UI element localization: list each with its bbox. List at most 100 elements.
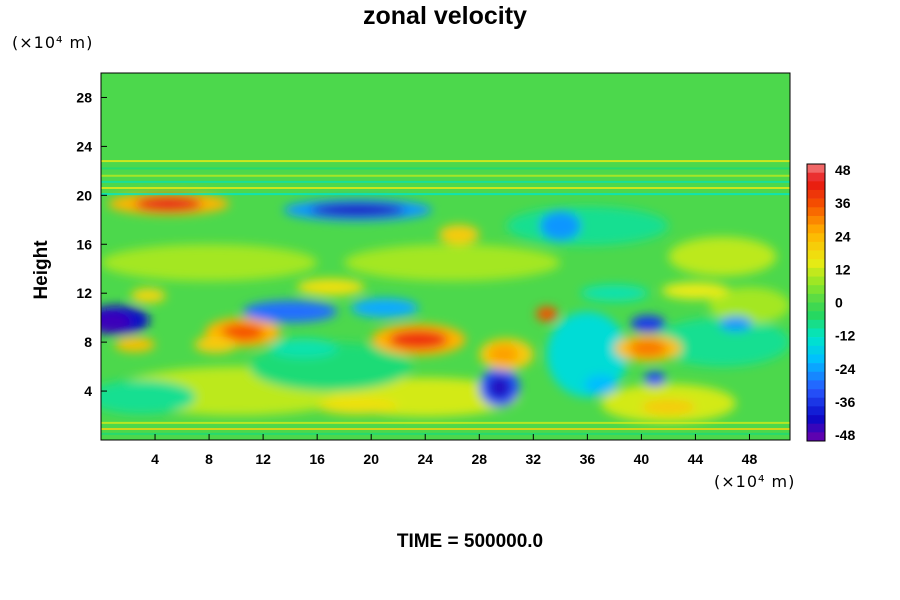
field-region (487, 375, 512, 400)
colorbar-segment (807, 224, 825, 234)
field-region (388, 329, 449, 350)
field-region (194, 336, 238, 354)
field-region (630, 315, 666, 333)
x-tick-label: 28 (471, 451, 487, 467)
x-tick-label: 24 (417, 451, 433, 467)
layer-band (101, 167, 790, 170)
field-region (101, 312, 131, 333)
colorbar-segment (807, 371, 825, 381)
layer-band (101, 180, 790, 183)
colorbar-tick-label: 36 (835, 195, 851, 211)
colorbar-segment (807, 363, 825, 373)
layer-band (101, 160, 790, 163)
colorbar-segment (807, 311, 825, 321)
colorbar-segment (807, 432, 825, 442)
velocity-field (101, 73, 790, 440)
field-region (654, 317, 790, 367)
y-tick-label: 4 (84, 383, 92, 399)
colorbar-segment (807, 389, 825, 399)
colorbar-tick-label: -24 (835, 361, 855, 377)
y-axis-unit: (×10⁴ m) (12, 33, 94, 52)
field-region (296, 278, 365, 296)
layer-band (101, 193, 790, 196)
x-tick-label: 8 (205, 451, 213, 467)
field-region (661, 282, 730, 300)
plot-frame (100, 72, 791, 441)
field-region (584, 375, 618, 395)
colorbar-segment (807, 337, 825, 347)
y-tick-label: 28 (76, 89, 92, 105)
colorbar-segment (807, 293, 825, 303)
chart-title: zonal velocity (363, 2, 527, 30)
colorbar-tick-label: -48 (835, 427, 855, 443)
field-region (536, 306, 558, 322)
field-region (242, 300, 338, 323)
field-region (134, 196, 203, 212)
colorbar-segment (807, 181, 825, 191)
colorbar-segment (807, 354, 825, 364)
x-axis-unit: (×10⁴ m) (714, 472, 796, 491)
field-region (641, 399, 696, 415)
colorbar-tick-label: 0 (835, 295, 843, 311)
field-region (114, 337, 156, 352)
colorbar-segment (807, 285, 825, 295)
field-region (317, 397, 399, 415)
colorbar-tick-label: -36 (835, 394, 855, 410)
colorbar-segment (807, 267, 825, 277)
colorbar-segment (807, 397, 825, 407)
colorbar-segment (807, 233, 825, 243)
colorbar (806, 163, 826, 442)
colorbar-segment (807, 328, 825, 338)
colorbar-segment (807, 302, 825, 312)
field-region (269, 338, 338, 359)
x-tick-label: 20 (363, 451, 379, 467)
field-region (708, 287, 790, 324)
x-tick-label: 16 (309, 451, 325, 467)
layer-band (101, 174, 790, 177)
colorbar-segment (807, 250, 825, 260)
colorbar-frame (806, 163, 826, 442)
field-region (488, 344, 519, 365)
colorbar-tick-label: -12 (835, 328, 855, 344)
field-region (438, 224, 480, 245)
x-tick-label: 12 (255, 451, 271, 467)
colorbar-segment (807, 276, 825, 286)
colorbar-tick-label: 24 (835, 228, 851, 244)
colorbar-segment (807, 415, 825, 424)
field-region (310, 203, 405, 217)
colorbar-segment (807, 345, 825, 355)
colorbar-segment (807, 241, 825, 251)
colorbar-segment (807, 215, 825, 225)
time-label: TIME = 500000.0 (396, 531, 544, 552)
layer-band (101, 186, 790, 189)
field-region (221, 323, 265, 341)
colorbar-segment (807, 380, 825, 390)
y-tick-label: 12 (76, 285, 92, 301)
colorbar-segment (807, 189, 825, 199)
y-tick-label: 8 (84, 334, 92, 350)
layer-band (101, 421, 790, 424)
x-tick-label: 4 (151, 451, 159, 467)
x-tick-label: 32 (526, 451, 542, 467)
field-region (350, 298, 419, 318)
field-region (101, 244, 318, 281)
colorbar-segment (807, 164, 825, 173)
layer-band (101, 427, 790, 430)
y-tick-label: 24 (76, 138, 92, 154)
x-tick-label: 44 (688, 451, 704, 467)
field-region (580, 284, 649, 302)
colorbar-tick-label: 48 (835, 162, 851, 178)
y-tick-label: 16 (76, 236, 92, 252)
field-region (540, 211, 581, 241)
field-region (101, 380, 196, 415)
field-region (546, 311, 628, 398)
y-tick-label: 20 (76, 187, 92, 203)
colorbar-segment (807, 198, 825, 208)
x-tick-label: 40 (634, 451, 650, 467)
field-region (644, 371, 666, 387)
colorbar-segment (807, 172, 825, 182)
colorbar-segment (807, 406, 825, 416)
colorbar-tick-label: 12 (835, 261, 851, 277)
x-tick-label: 36 (580, 451, 596, 467)
